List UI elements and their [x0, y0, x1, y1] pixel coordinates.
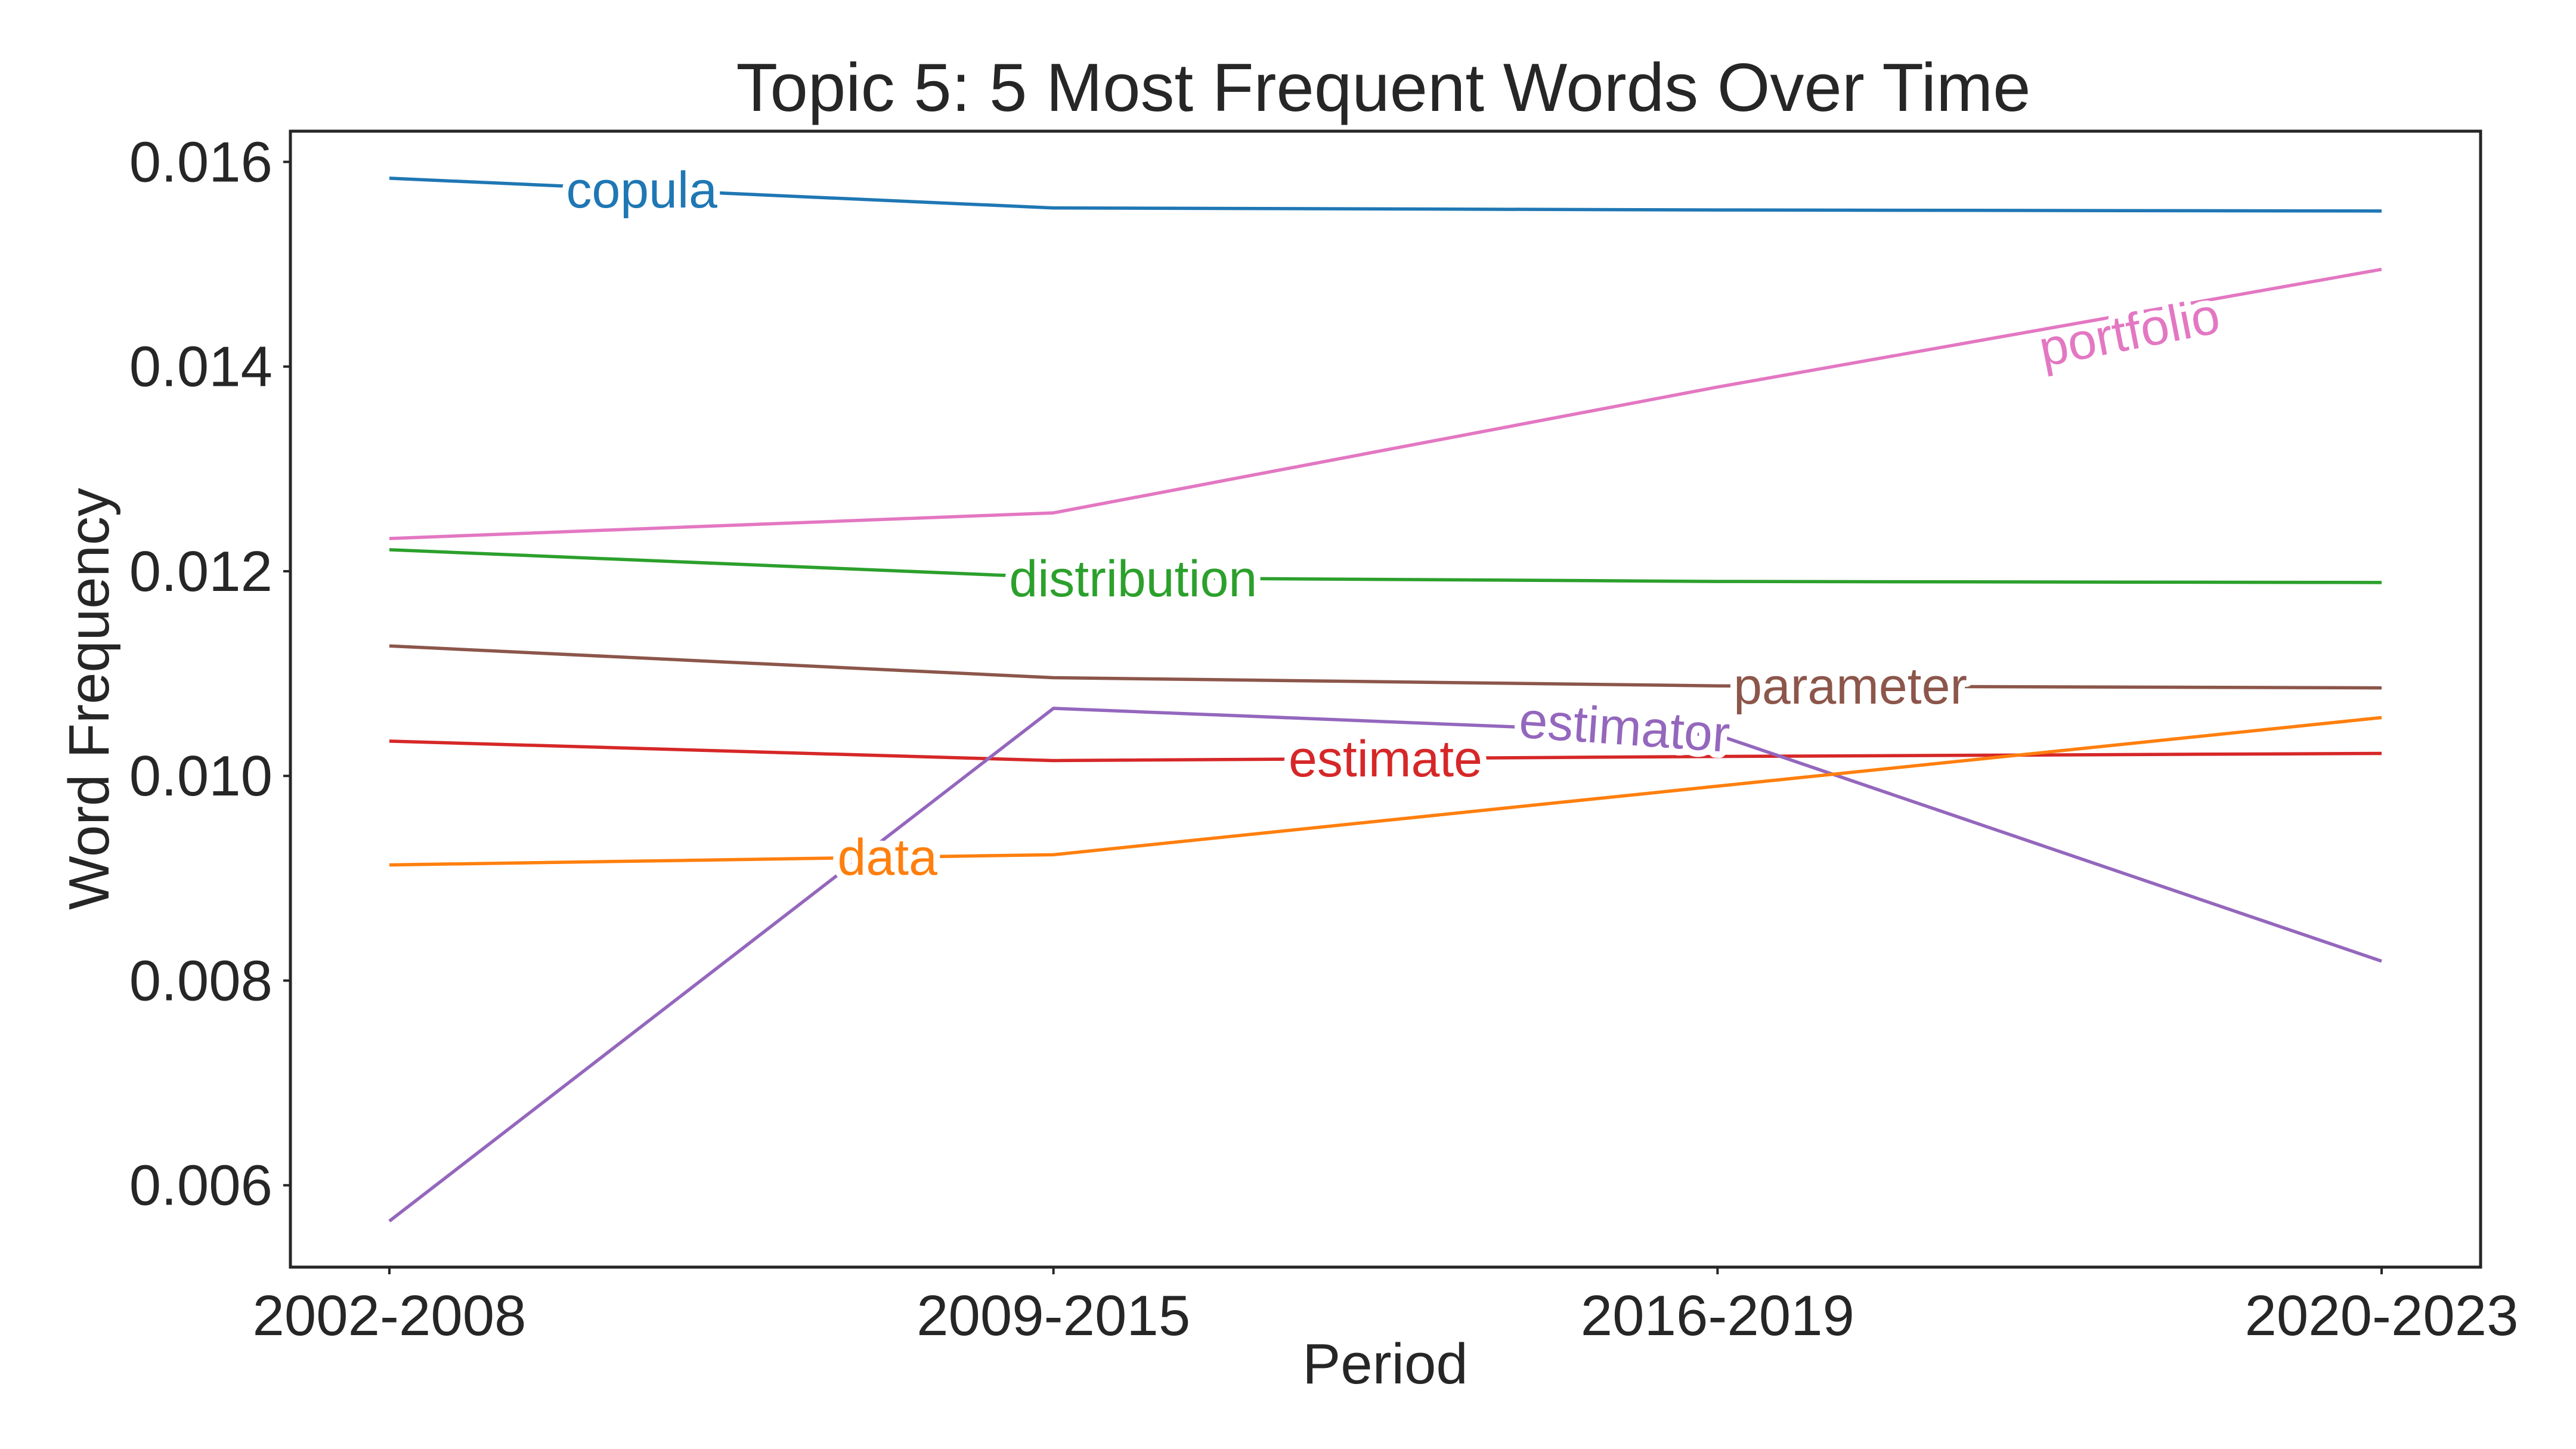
series-line-portfolio: [389, 267, 2382, 540]
line-label-estimate: estimate: [1289, 730, 1482, 788]
series-line-estimator: [388, 707, 2382, 1222]
x-axis-ticks: 2002-2008 2009-2015 2016-2019 2020-2023: [252, 1267, 2519, 1348]
line-label-copula: copula: [566, 162, 717, 219]
line-label-distribution: distribution: [1009, 550, 1257, 608]
y-tick-label: 0.016: [129, 130, 273, 194]
x-tick-label: 2002-2008: [252, 1284, 526, 1348]
series-line-estimate: [389, 739, 2382, 763]
series-line-parameter: [389, 644, 2382, 690]
y-tick-label: 0.008: [129, 949, 273, 1013]
x-tick-label: 2020-2023: [2244, 1284, 2518, 1348]
line-label-parameter: parameter: [1733, 658, 1967, 715]
series-lines: [388, 177, 2382, 1222]
y-tick-label: 0.012: [129, 540, 273, 603]
series-line-distribution: [389, 548, 2382, 584]
y-tick-label: 0.006: [129, 1154, 273, 1218]
plot-area-frame: [289, 129, 2482, 1269]
series-line-copula: [389, 177, 2382, 213]
y-tick-label: 0.010: [129, 744, 273, 808]
x-tick-label: 2016-2019: [1581, 1284, 1854, 1348]
series-line-data: [389, 716, 2382, 867]
y-tick-label: 0.014: [129, 335, 273, 399]
y-axis-label: Word Frequency: [57, 488, 121, 910]
y-axis-ticks: 0.006 0.008 0.010 0.012 0.014 0.016: [129, 130, 290, 1218]
x-axis-label: Period: [1302, 1332, 1468, 1396]
line-label-data: data: [838, 829, 938, 886]
chart-title: Topic 5: 5 Most Frequent Words Over Time: [736, 50, 2030, 126]
x-tick-label: 2009-2015: [917, 1284, 1190, 1348]
